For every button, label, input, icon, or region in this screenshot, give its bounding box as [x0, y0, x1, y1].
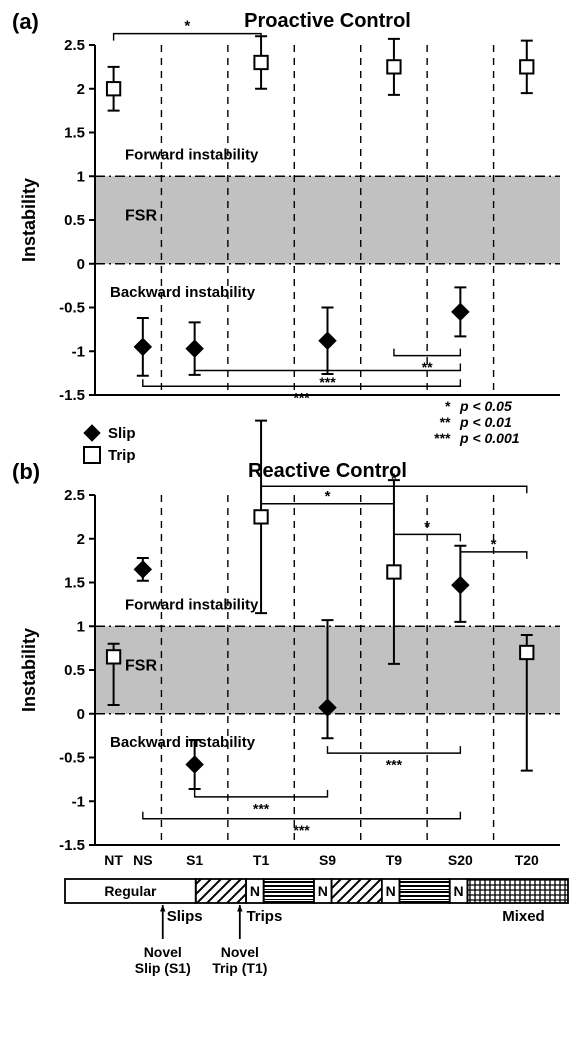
svg-text:Reactive Control: Reactive Control: [248, 460, 407, 482]
svg-text:p < 0.001: p < 0.001: [459, 430, 520, 446]
svg-text:S9: S9: [319, 852, 336, 868]
svg-text:***: ***: [293, 822, 310, 838]
svg-text:***: ***: [386, 757, 403, 773]
svg-text:Instability: Instability: [19, 628, 39, 712]
svg-text:FSR: FSR: [125, 658, 157, 675]
svg-text:1: 1: [77, 618, 85, 635]
svg-text:S20: S20: [448, 852, 473, 868]
svg-text:S1: S1: [186, 852, 203, 868]
svg-text:FSR: FSR: [125, 208, 157, 225]
svg-text:2.5: 2.5: [64, 487, 85, 504]
svg-text:-1.5: -1.5: [59, 837, 85, 854]
svg-text:-1: -1: [72, 793, 85, 810]
svg-text:NS: NS: [133, 852, 152, 868]
svg-text:*: *: [491, 536, 497, 553]
svg-text:Slips: Slips: [167, 908, 203, 925]
svg-text:Regular: Regular: [104, 883, 157, 899]
figure-svg: Proactive Control (a) -1.5 -1 -0.5 0 0.5 1 1.5 2 2…: [0, 0, 584, 1050]
svg-text:*: *: [445, 398, 451, 414]
svg-text:0.5: 0.5: [64, 212, 85, 229]
svg-text:Novel: Novel: [144, 944, 182, 960]
svg-text:Trip (T1): Trip (T1): [212, 960, 267, 976]
svg-text:Trip: Trip: [108, 447, 136, 464]
svg-text:*: *: [184, 18, 190, 35]
svg-text:-1.5: -1.5: [59, 387, 85, 404]
svg-text:N: N: [250, 883, 260, 899]
svg-text:***: ***: [293, 390, 310, 406]
svg-text:Slip (S1): Slip (S1): [135, 960, 191, 976]
svg-text:Forward instability: Forward instability: [125, 596, 259, 613]
svg-text:2: 2: [77, 81, 85, 98]
svg-text:*: *: [325, 488, 331, 505]
svg-text:Proactive Control: Proactive Control: [244, 10, 411, 32]
svg-text:Forward instability: Forward instability: [125, 146, 259, 163]
svg-text:T20: T20: [515, 852, 539, 868]
svg-text:Backward instability: Backward instability: [110, 734, 256, 751]
svg-text:Mixed: Mixed: [502, 908, 545, 925]
svg-text:NT: NT: [104, 852, 123, 868]
svg-text:*: *: [424, 518, 430, 535]
svg-text:Novel: Novel: [221, 944, 259, 960]
svg-text:2: 2: [77, 531, 85, 548]
svg-text:1.5: 1.5: [64, 125, 85, 142]
svg-text:-0.5: -0.5: [59, 750, 85, 767]
svg-text:0: 0: [77, 706, 85, 723]
svg-text:**: **: [422, 359, 433, 375]
svg-text:Backward instability: Backward instability: [110, 284, 256, 301]
svg-text:-1: -1: [72, 343, 85, 360]
svg-text:2.5: 2.5: [64, 37, 85, 54]
svg-text:1: 1: [77, 168, 85, 185]
svg-text:T9: T9: [386, 852, 403, 868]
svg-text:(a): (a): [12, 9, 39, 34]
svg-text:Trips: Trips: [246, 908, 282, 925]
svg-text:0: 0: [77, 256, 85, 273]
svg-text:Instability: Instability: [19, 178, 39, 262]
svg-text:T1: T1: [253, 852, 270, 868]
svg-text:N: N: [318, 883, 328, 899]
svg-text:N: N: [454, 883, 464, 899]
svg-text:Slip: Slip: [108, 425, 136, 442]
svg-text:(b): (b): [12, 459, 40, 484]
svg-text:***: ***: [434, 430, 451, 446]
svg-text:**: **: [439, 414, 450, 430]
svg-text:0.5: 0.5: [64, 662, 85, 679]
svg-text:-0.5: -0.5: [59, 300, 85, 317]
svg-text:*: *: [391, 470, 397, 487]
figure-container: Proactive Control (a) -1.5 -1 -0.5 0 0.5 1 1.5 2 2…: [0, 0, 584, 1050]
svg-text:p < 0.05: p < 0.05: [459, 398, 512, 414]
svg-text:1.5: 1.5: [64, 575, 85, 592]
svg-text:***: ***: [253, 800, 270, 816]
svg-text:***: ***: [319, 374, 336, 390]
svg-text:N: N: [386, 883, 396, 899]
svg-text:p < 0.01: p < 0.01: [459, 414, 512, 430]
